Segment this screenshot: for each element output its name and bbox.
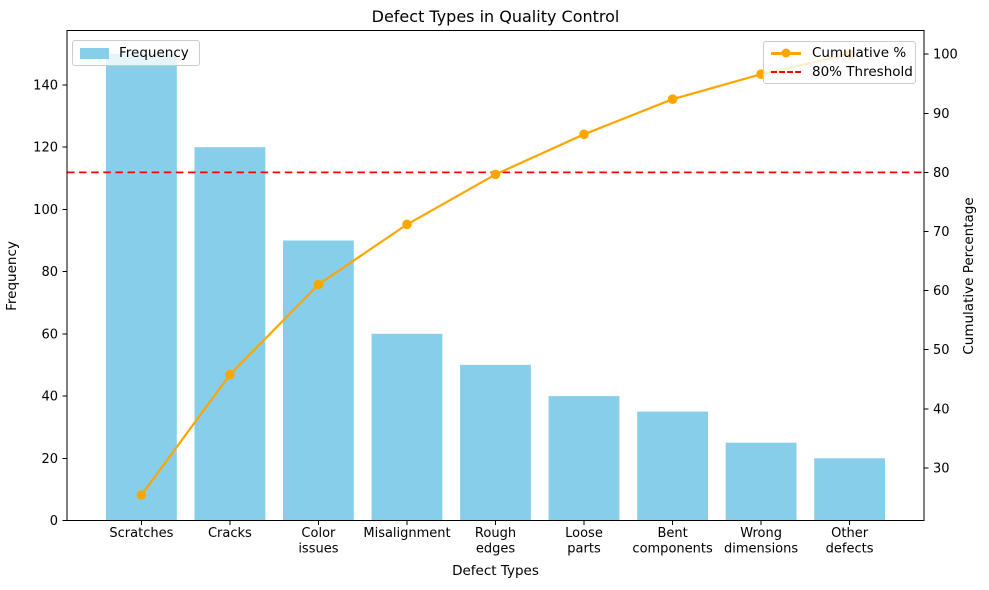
legend-frequency: Frequency	[72, 40, 200, 66]
cumulative-point-5	[490, 169, 501, 180]
left-tick-label-140: 140	[33, 78, 58, 93]
x-tick-label-scratches: Scratches	[109, 526, 173, 541]
bar-misalignment	[371, 333, 443, 521]
y-axis-label-left: Frequency	[4, 241, 20, 311]
cumulative-point-3	[313, 279, 324, 290]
bar-bent-components	[637, 411, 708, 521]
right-tick-label-100: 100	[933, 48, 958, 63]
legend-frequency-label: Frequency	[119, 45, 189, 61]
bar-loose-parts	[548, 396, 620, 521]
cumulative-marker-icon	[781, 48, 791, 58]
left-tick-label-20: 20	[41, 452, 58, 467]
bar-wrong-dimensions	[725, 442, 797, 521]
left-tick-label-40: 40	[41, 390, 58, 405]
chart-title: Defect Types in Quality Control	[371, 7, 620, 26]
cumulative-point-1	[136, 490, 147, 500]
cumulative-point-4	[402, 219, 412, 230]
x-tick-label-loose-parts: Loose parts	[565, 526, 603, 557]
left-tick-label-80: 80	[41, 265, 58, 280]
right-tick-label-30: 30	[933, 461, 950, 476]
x-tick-label-rough-edges: Rough edges	[475, 526, 516, 557]
right-tick-label-70: 70	[933, 225, 950, 240]
legend-threshold-label: 80% Threshold	[812, 63, 913, 80]
legend-cumulative: Cumulative % 80% Threshold	[763, 41, 916, 84]
x-tick-label-cracks: Cracks	[208, 526, 252, 541]
right-tick-label-40: 40	[933, 402, 950, 417]
bar-rough-edges	[460, 364, 531, 521]
right-tick-label-90: 90	[933, 107, 950, 122]
frequency-swatch-icon	[80, 47, 109, 59]
left-tick-label-60: 60	[41, 327, 58, 342]
right-tick-label-60: 60	[933, 284, 950, 299]
left-tick-label-0: 0	[50, 514, 58, 529]
threshold-line-swatch-icon	[771, 70, 801, 73]
cumulative-line-swatch-icon	[771, 48, 801, 58]
bar-scratches	[106, 53, 177, 521]
right-tick-label-50: 50	[933, 343, 950, 358]
cumulative-point-6	[579, 129, 589, 140]
legend-cumulative-label: Cumulative %	[812, 45, 907, 62]
x-tick-label-color-issues: Color issues	[298, 526, 338, 557]
cumulative-point-2	[225, 369, 235, 380]
cumulative-point-7	[667, 94, 678, 104]
left-tick-label-100: 100	[33, 203, 58, 218]
left-tick-label-120: 120	[33, 141, 58, 156]
x-tick-label-misalignment: Misalignment	[363, 526, 450, 541]
x-axis-label: Defect Types	[452, 563, 539, 579]
x-tick-label-other-defects: Other defects	[826, 526, 874, 557]
y-axis-label-right: Cumulative Percentage	[961, 197, 977, 355]
x-tick-label-wrong-dimensions: Wrong dimensions	[724, 526, 798, 557]
legend-row-cumulative: Cumulative %	[771, 44, 907, 63]
legend-row-threshold: 80% Threshold	[771, 63, 913, 82]
x-tick-label-bent-components: Bent components	[632, 526, 713, 557]
bar-other-defects	[814, 458, 885, 521]
bar-cracks	[194, 147, 266, 521]
right-tick-label-80: 80	[933, 166, 950, 181]
